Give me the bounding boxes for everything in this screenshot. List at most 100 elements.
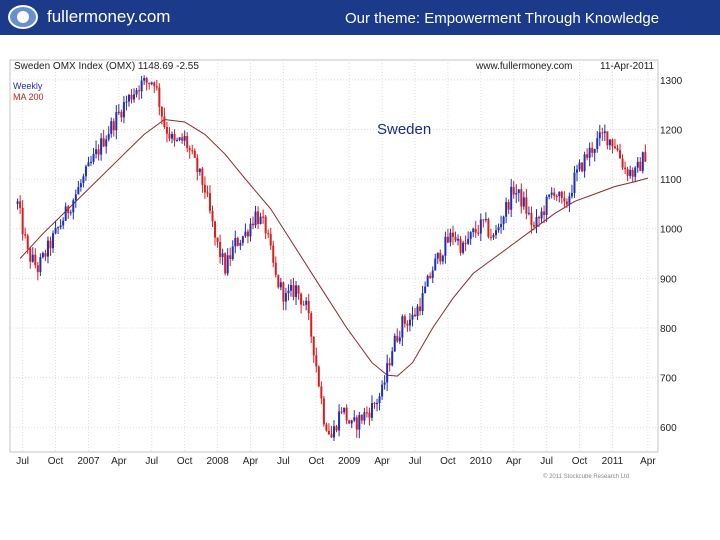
candle-body [305,300,308,305]
candle-body [381,384,384,397]
candle-body [573,172,576,194]
candle-body [634,167,637,177]
candle-body [621,158,624,168]
candle-body [578,162,581,170]
candle-body [178,137,181,141]
candle-body [462,242,465,253]
candle-body [201,168,204,185]
y-tick-label: 700 [660,374,677,385]
candle-body [553,192,556,196]
candle-body [254,211,257,226]
candle-body [611,139,614,147]
candle-body [515,193,518,195]
candle-body [84,166,87,177]
candle-body [69,212,72,214]
candle-body [472,228,475,233]
copyright-note: © 2011 Stockcube Research Ltd [543,473,629,480]
candle-body [231,246,234,259]
candle-body [46,240,49,257]
candle-body [322,398,325,425]
candle-body [229,255,232,259]
source-label: www.fullermoney.com [475,61,573,72]
candle-body [596,138,599,150]
candle-body [284,293,287,302]
candle-body [586,154,589,158]
candle-body [606,131,609,146]
candle-body [469,232,472,239]
x-tick-label: Oct [177,456,193,467]
candle-body [145,78,148,83]
candle-body [340,411,343,413]
y-axis: 600 700 800 900 1000 1100 1200 1300 [660,76,683,434]
candle-body [608,139,611,146]
candle-body [208,193,211,211]
x-tick-label: Jul [277,456,290,467]
candle-body [411,314,414,320]
candle-body [598,132,601,139]
x-tick-label: Oct [572,456,588,467]
gridlines [10,60,658,452]
candle-body [434,258,437,271]
candle-body [624,167,627,170]
candle-body [181,137,184,141]
candle-body [259,216,262,225]
candle-body [193,150,196,158]
candle-body [403,316,406,324]
candle-body [603,131,606,134]
chart-annotation-sweden: Sweden [377,121,431,138]
candle-body [241,236,244,243]
site-name: fullermoney.com [47,7,171,26]
candle-body [221,253,224,258]
candle-body [444,236,447,256]
candle-body [176,140,179,142]
candle-body [373,403,376,405]
x-tick-label: 2011 [602,456,624,467]
candle-body [431,270,434,278]
candle-body [34,254,37,266]
candle-body [59,225,62,228]
candle-body [641,152,644,171]
candle-body [555,195,558,197]
candle-body [338,411,341,431]
candle-body [117,111,120,113]
candle-body [429,275,432,278]
candle-body [530,212,533,226]
candle-body [353,417,356,421]
candle-body [500,224,503,228]
candle-body [82,176,85,184]
candle-body [639,161,642,171]
candle-body [421,293,424,312]
candle-body [252,223,254,226]
candle-body [188,148,191,151]
x-tick-label: Oct [48,456,64,467]
x-tick-label: Apr [640,456,656,467]
candle-body [368,412,371,418]
candle-body [484,219,487,221]
candle-body [236,238,239,246]
candle-body [388,363,391,366]
candle-body [454,236,457,241]
candle-body [558,191,561,197]
candle-body [439,252,442,262]
candle-body [226,255,229,274]
candle-body [26,235,29,249]
candle-body [54,227,57,234]
candle-body [90,161,92,163]
candle-body [543,211,546,216]
top-banner: fullermoney.com Our theme: Empowerment T… [0,0,720,35]
candle-body [239,242,242,246]
candle-body [165,126,168,134]
candle-body [343,407,346,413]
ma200-series [19,118,649,377]
candle-body [550,192,553,195]
candle-body [186,136,189,149]
candle-body [168,133,171,139]
chart-title: Sweden OMX Index (OMX) 1148.69 -2.55 [14,61,199,72]
candle-body [64,206,67,221]
candle-body [122,102,125,118]
x-tick-label: Apr [506,456,522,467]
theme-tagline: Our theme: Empowerment Through Knowledge [345,10,660,27]
candle-body [16,201,19,204]
candle-body [497,227,500,231]
candle-body [277,274,280,288]
